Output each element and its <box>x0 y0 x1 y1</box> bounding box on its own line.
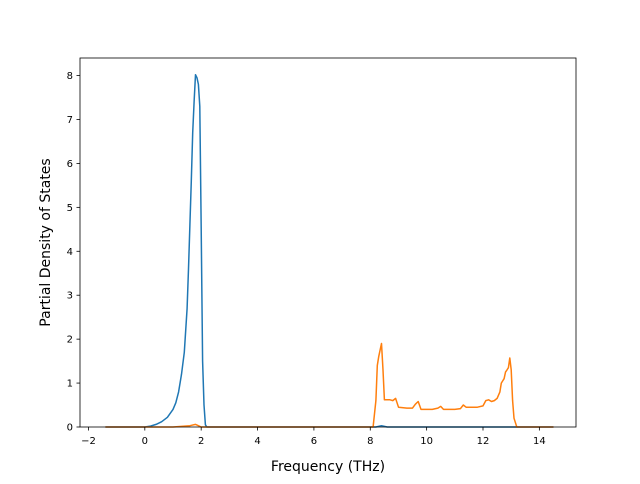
y-tick-label: 1 <box>67 379 73 390</box>
series-line-2 <box>105 342 554 428</box>
x-tick-label: 14 <box>533 436 546 447</box>
y-tick-label: 2 <box>67 335 73 346</box>
y-axis-ticks: 0 1 2 3 4 5 6 7 8 <box>67 71 80 434</box>
x-tick-label: 12 <box>477 436 490 447</box>
x-tick-label: 2 <box>198 436 204 447</box>
y-tick-label: 7 <box>67 115 73 126</box>
y-tick-label: 4 <box>67 247 73 258</box>
x-tick-label: 10 <box>420 436 433 447</box>
y-tick-label: 6 <box>67 159 73 170</box>
x-axis-title: Frequency (THz) <box>271 459 385 475</box>
x-tick-label: 4 <box>254 436 260 447</box>
x-tick-label: −2 <box>81 436 96 447</box>
y-tick-label: 3 <box>67 291 73 302</box>
x-tick-label: 8 <box>367 436 373 447</box>
x-axis-ticks: −2 0 2 4 6 8 10 12 14 <box>81 427 546 447</box>
y-axis-title: Partial Density of States <box>38 158 54 326</box>
y-tick-label: 0 <box>67 423 73 434</box>
plot-frame <box>79 57 577 428</box>
x-tick-label: 6 <box>311 436 317 447</box>
y-tick-label: 8 <box>67 71 73 82</box>
y-tick-label: 5 <box>67 203 73 214</box>
x-tick-label: 0 <box>142 436 148 447</box>
